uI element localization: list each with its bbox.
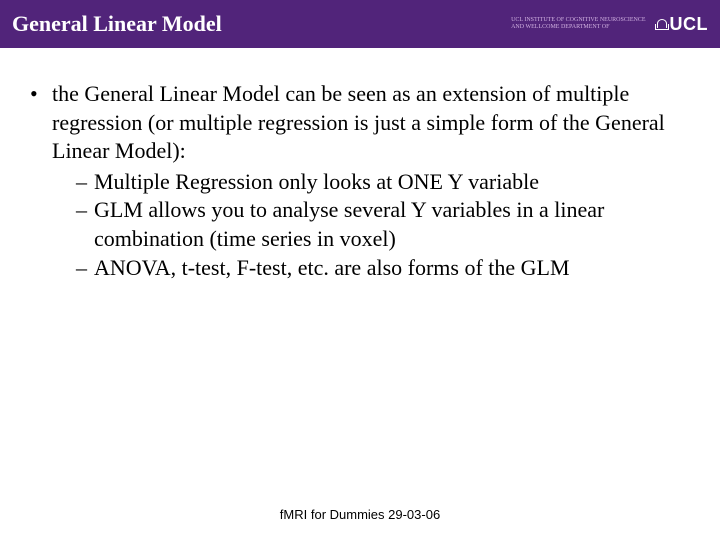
ucl-logo-text: UCL	[670, 14, 709, 35]
institute-line-1: UCL INSTITUTE OF COGNITIVE NEUROSCIENCE	[511, 17, 645, 24]
sub-text: Multiple Regression only looks at ONE Y …	[94, 168, 692, 197]
dash-marker: –	[76, 168, 94, 197]
dash-marker: –	[76, 254, 94, 283]
slide-footer: fMRI for Dummies 29-03-06	[0, 507, 720, 522]
header-branding: UCL INSTITUTE OF COGNITIVE NEUROSCIENCE …	[511, 14, 708, 35]
sub-item: – ANOVA, t-test, F-test, etc. are also f…	[52, 254, 692, 283]
bullet-item: • the General Linear Model can be seen a…	[28, 80, 692, 282]
sub-text: GLM allows you to analyse several Y vari…	[94, 196, 692, 253]
ucl-dome-icon	[654, 17, 668, 31]
dash-marker: –	[76, 196, 94, 225]
sub-item: – Multiple Regression only looks at ONE …	[52, 168, 692, 197]
bullet-marker: •	[28, 80, 52, 109]
sub-list: – Multiple Regression only looks at ONE …	[52, 168, 692, 282]
slide-content: • the General Linear Model can be seen a…	[0, 48, 720, 282]
institute-line-2: AND WELLCOME DEPARTMENT OF	[511, 24, 645, 31]
sub-item: – GLM allows you to analyse several Y va…	[52, 196, 692, 253]
sub-text: ANOVA, t-test, F-test, etc. are also for…	[94, 254, 692, 283]
main-bullet-text: the General Linear Model can be seen as …	[52, 81, 665, 163]
slide-title: General Linear Model	[12, 11, 222, 37]
bullet-text: the General Linear Model can be seen as …	[52, 80, 692, 282]
institute-label: UCL INSTITUTE OF COGNITIVE NEUROSCIENCE …	[511, 17, 645, 31]
ucl-logo: UCL	[654, 14, 709, 35]
slide-header: General Linear Model UCL INSTITUTE OF CO…	[0, 0, 720, 48]
